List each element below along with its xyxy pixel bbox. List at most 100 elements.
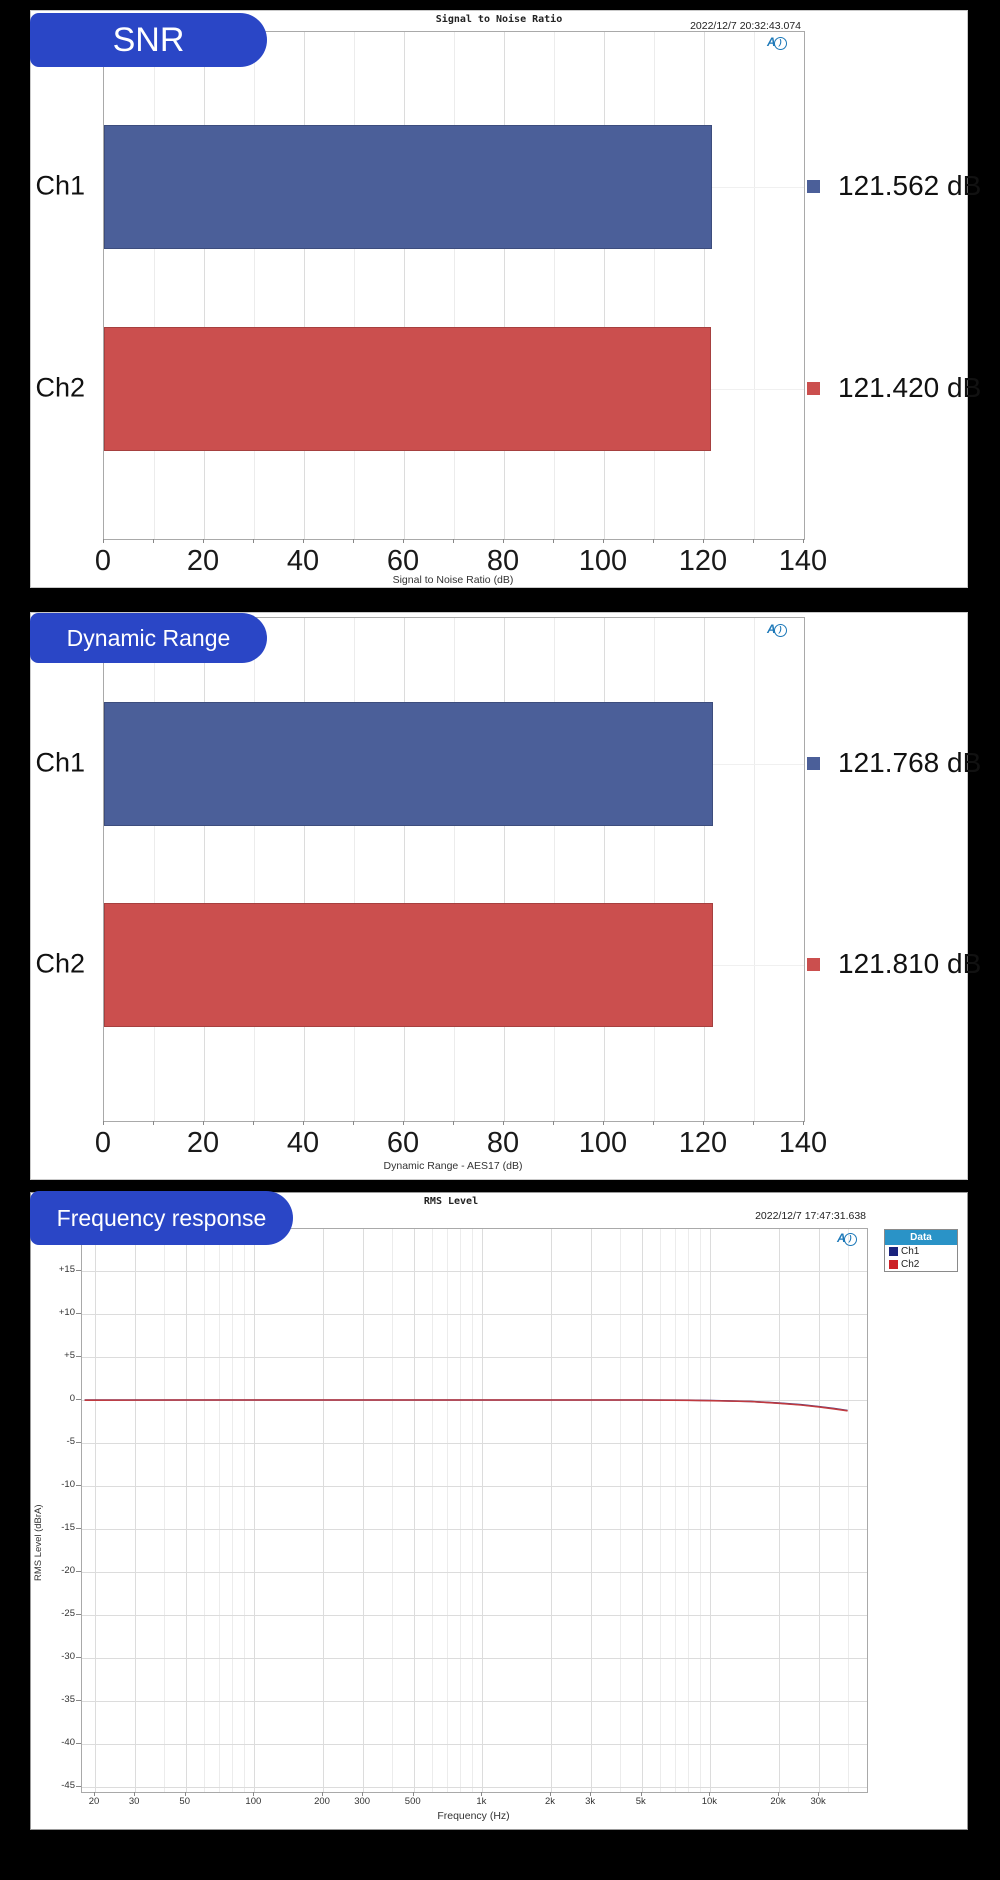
v-gridline (391, 1229, 393, 1792)
y-tick (76, 1700, 81, 1701)
value-row-ch2: 121.420 dB (807, 372, 981, 404)
h-gridline (82, 1443, 867, 1444)
y-tick-label: -5 (66, 1436, 75, 1447)
v-gridline (413, 1229, 415, 1792)
y-tick-label: -35 (61, 1694, 75, 1705)
x-axis-title: Frequency (Hz) (437, 1810, 510, 1822)
chart-title: RMS Level (423, 1196, 479, 1207)
x-tick (303, 539, 304, 543)
v-gridline (204, 618, 205, 1121)
ch1-marker-icon (807, 756, 820, 770)
v-gridline (354, 32, 355, 539)
y-tick-label: -20 (61, 1565, 75, 1576)
x-tick-label: 1k (476, 1796, 487, 1807)
x-tick (709, 1792, 711, 1796)
v-gridline (504, 32, 505, 539)
v-gridline (591, 1229, 593, 1792)
x-tick (803, 539, 804, 543)
y-tick-label: -30 (61, 1651, 75, 1662)
x-axis-title: Dynamic Range - AES17 (dB) (383, 1160, 523, 1172)
x-tick-label: 120 (678, 545, 728, 577)
x-tick (203, 1121, 204, 1125)
h-gridline (82, 1701, 867, 1702)
v-gridline (504, 618, 505, 1121)
y-axis-title: RMS Level (dBrA) (33, 1504, 44, 1582)
v-gridline (154, 32, 155, 539)
v-gridline (304, 32, 305, 539)
x-tick (403, 1121, 404, 1125)
x-tick (412, 1792, 414, 1796)
y-tick-label: -10 (61, 1479, 75, 1490)
x-tick-label: 10k (701, 1796, 718, 1807)
x-tick (253, 1121, 254, 1125)
v-gridline (675, 1229, 676, 1792)
chart-title: Signal to Noise Ratio (435, 14, 563, 25)
x-tick-label: 50 (179, 1796, 191, 1807)
y-tick-label: 0 (69, 1393, 75, 1404)
dynamic-range-badge: Dynamic Range (30, 613, 267, 663)
snr-badge: SNR (30, 13, 267, 67)
y-tick-label: -45 (61, 1780, 75, 1791)
y-tick (76, 1528, 81, 1529)
v-gridline (254, 32, 255, 539)
ch1-value: 121.562 dB (838, 170, 982, 201)
v-gridline (154, 618, 155, 1121)
category-label-ch1: Ch1 (35, 747, 85, 778)
x-tick (353, 1121, 354, 1125)
legend-label-ch2: Ch2 (901, 1259, 920, 1270)
category-label-ch1: Ch1 (35, 170, 85, 201)
v-gridline (185, 1229, 187, 1792)
x-tick (481, 1792, 483, 1796)
v-gridline (754, 32, 755, 539)
ch1-marker-icon (807, 179, 820, 193)
y-tick (76, 1786, 81, 1787)
v-gridline (604, 618, 605, 1121)
x-tick (153, 539, 154, 543)
y-tick (76, 1442, 81, 1443)
x-tick (603, 1121, 604, 1125)
v-gridline (554, 618, 555, 1121)
h-gridline (82, 1787, 867, 1788)
x-tick-label: 60 (386, 1127, 420, 1159)
bar-ch1 (104, 702, 713, 826)
x-tick-label: 80 (486, 545, 520, 577)
ch2-value: 121.420 dB (838, 372, 982, 403)
v-gridline (641, 1229, 643, 1792)
v-gridline (219, 1229, 220, 1792)
x-tick (94, 1792, 95, 1796)
line-plot (81, 1228, 868, 1793)
x-tick-label: 500 (404, 1796, 421, 1807)
response-curves (84, 1399, 848, 1412)
x-tick (253, 1792, 255, 1796)
v-gridline (323, 1229, 324, 1792)
x-tick-label: 40 (286, 545, 320, 577)
h-gridline (82, 1357, 867, 1358)
x-axis-title: Signal to Noise Ratio (dB) (392, 574, 514, 586)
y-tick-label: -15 (61, 1522, 75, 1533)
x-tick-label: 30 (128, 1796, 140, 1807)
v-gridline (704, 32, 705, 539)
y-tick (76, 1399, 81, 1400)
x-tick (203, 539, 204, 543)
bar-ch2 (104, 327, 712, 451)
v-gridline (254, 618, 255, 1121)
x-tick (503, 539, 504, 543)
legend-item-ch2: Ch2 (885, 1258, 957, 1271)
y-tick (76, 1313, 81, 1314)
category-label-ch2: Ch2 (35, 948, 85, 979)
y-tick (76, 1356, 81, 1357)
bar-ch2 (104, 903, 714, 1027)
y-tick-label: -25 (61, 1608, 75, 1619)
x-tick-label: 140 (778, 1127, 828, 1159)
legend-item-ch1: Ch1 (885, 1245, 957, 1258)
v-gridline (754, 618, 755, 1121)
v-gridline (135, 1229, 137, 1792)
v-gridline (460, 1229, 462, 1792)
x-tick-label: 0 (94, 1127, 112, 1159)
v-gridline (243, 1229, 245, 1792)
x-tick-label: 100 (578, 1127, 628, 1159)
dynamic-range-panel: Dynamic Range A) Ch1 Ch2 121.768 dB 121.… (30, 612, 981, 1180)
ap-logo-icon: A) (767, 35, 787, 50)
v-gridline (304, 618, 305, 1121)
x-tick-label: 30k (810, 1796, 826, 1807)
